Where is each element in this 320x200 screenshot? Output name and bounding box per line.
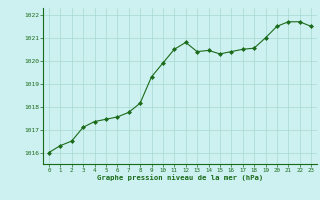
X-axis label: Graphe pression niveau de la mer (hPa): Graphe pression niveau de la mer (hPa) <box>97 175 263 181</box>
